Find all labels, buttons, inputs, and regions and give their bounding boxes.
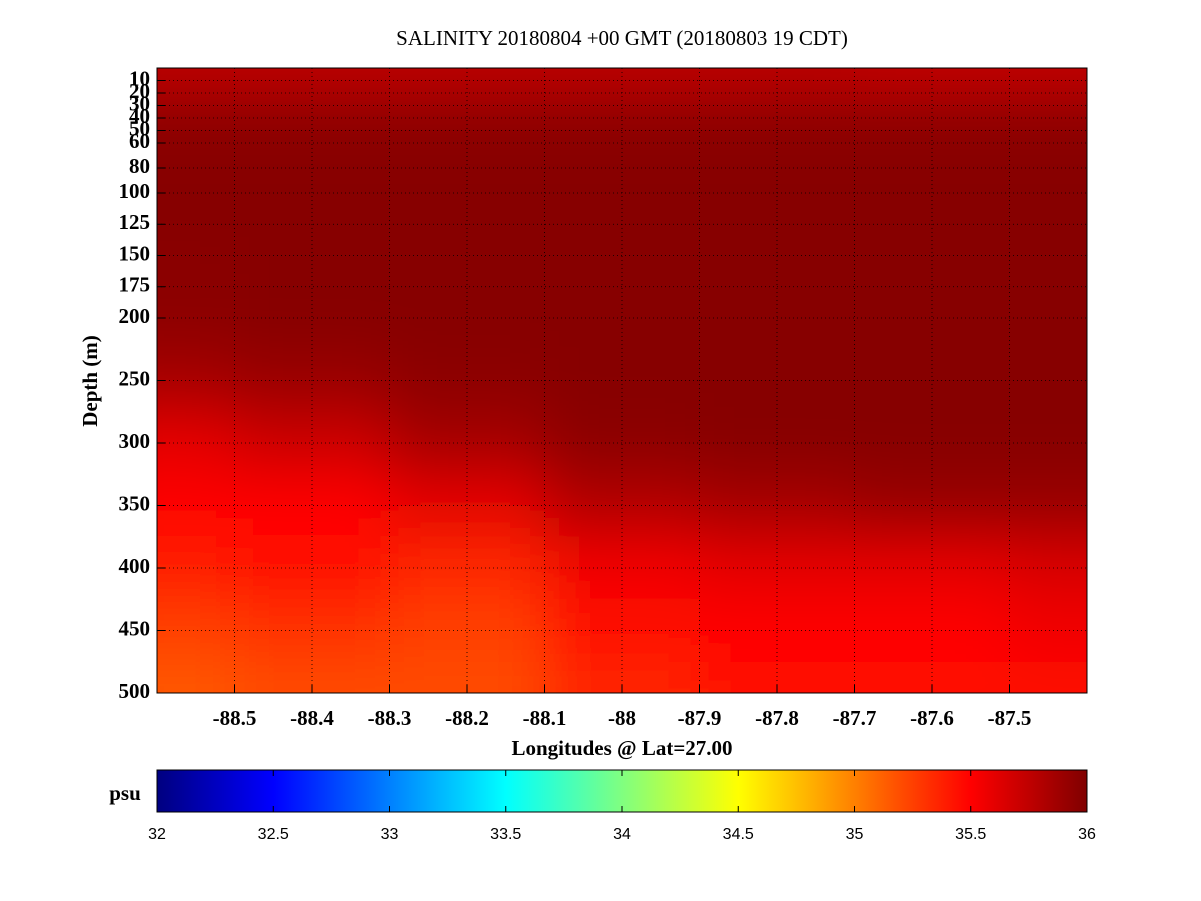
heatmap-cell [544,411,700,475]
x-tick-label: -88.3 [368,706,412,730]
heatmap-cell [544,474,700,538]
y-tick-label: 125 [119,210,151,234]
x-axis-label: Longitudes @ Lat=27.00 [511,736,732,760]
colorbar-tick-label: 33.5 [490,826,521,843]
x-tick-label: -87.6 [910,706,954,730]
heatmap-cell [854,599,1010,663]
y-tick-label: 350 [119,491,151,515]
heatmap-cell [854,255,1010,350]
heatmap-cell [157,93,235,150]
colorbar-tick-label: 34 [613,826,631,843]
y-tick-label: 30 [129,91,150,115]
heatmap-cell [157,661,235,693]
y-tick-label: 175 [119,273,151,297]
heatmap [157,68,1087,693]
colorbar-tick-label: 32.5 [258,826,289,843]
colorbar-label: psu [109,781,141,805]
heatmap-cell [1009,349,1087,413]
ticks: -88.5 -88.4 -88.3 -88.2 -88.1 -88 -87.9 -87.8 -8… [119,66,1032,730]
x-tick-label: -88 [608,706,636,730]
heatmap-cell [389,149,545,256]
heatmap-cell [234,599,390,663]
y-tick-label: 100 [119,179,151,203]
x-tick-label: -88.1 [523,706,567,730]
y-tick-label: 150 [119,241,151,265]
x-tick-label: -88.5 [213,706,257,730]
heatmap-cell [1009,68,1087,94]
heatmap-cell [854,149,1010,256]
colorbar-tick-label: 35 [846,826,864,843]
x-tick-label: -87.9 [678,706,722,730]
heatmap-cell [1009,149,1087,256]
heatmap-cell [234,255,390,350]
heatmap-cell [1009,599,1087,663]
y-tick-label: 80 [129,154,150,178]
heatmap-cell [699,93,855,150]
colorbar-tick-label: 36 [1078,826,1096,843]
heatmap-cell [389,93,545,150]
y-tick-label: 450 [119,616,151,640]
chart-title: SALINITY 20180804 +00 GMT (20180803 19 C… [396,26,848,50]
heatmap-cell [389,255,545,350]
x-tick-label: -87.8 [755,706,799,730]
heatmap-cell [544,255,700,350]
x-tick-label: -88.4 [290,706,334,730]
y-tick-label: 200 [119,304,151,328]
y-tick-label: 500 [119,679,151,703]
heatmap-cell [1009,411,1087,475]
heatmap-cell [544,93,700,150]
y-tick-label: 20 [129,79,150,103]
heatmap-cell [1009,474,1087,538]
heatmap-cell [1009,661,1087,693]
heatmap-cell [234,149,390,256]
colorbar-tick-label: 34.5 [723,826,754,843]
x-tick-label: -87.5 [988,706,1032,730]
colorbar-ticks: 32 32.5 33 33.5 34 34.5 35 35.5 36 [148,770,1096,843]
y-tick-label: 250 [119,366,151,390]
heatmap-cell [1009,255,1087,350]
heatmap-cell [544,599,700,663]
heatmap-cell [234,93,390,150]
colorbar-tick-label: 35.5 [955,826,986,843]
heatmap-cell [157,149,235,256]
heatmap-cell [1009,93,1087,150]
y-tick-label: 40 [129,104,150,128]
colorbar-tick-label: 32 [148,826,166,843]
heatmap-cell [699,255,855,350]
heatmap-cell [157,255,235,350]
y-tick-label: 50 [129,116,150,140]
grid [157,68,1087,694]
heatmap-cell [699,149,855,256]
x-tick-label: -88.2 [445,706,489,730]
y-tick-label: 400 [119,554,151,578]
heatmap-cell [544,149,700,256]
heatmap-cell [1009,536,1087,600]
y-axis-label: Depth (m) [78,335,102,427]
colorbar [156,769,1088,813]
y-tick-label: 60 [129,129,150,153]
heatmap-cell [854,93,1010,150]
y-tick-label: 10 [129,66,150,90]
x-tick-label: -87.7 [833,706,877,730]
y-tick-label: 300 [119,429,151,453]
colorbar-tick-label: 33 [381,826,399,843]
heatmap-cell [389,599,545,663]
